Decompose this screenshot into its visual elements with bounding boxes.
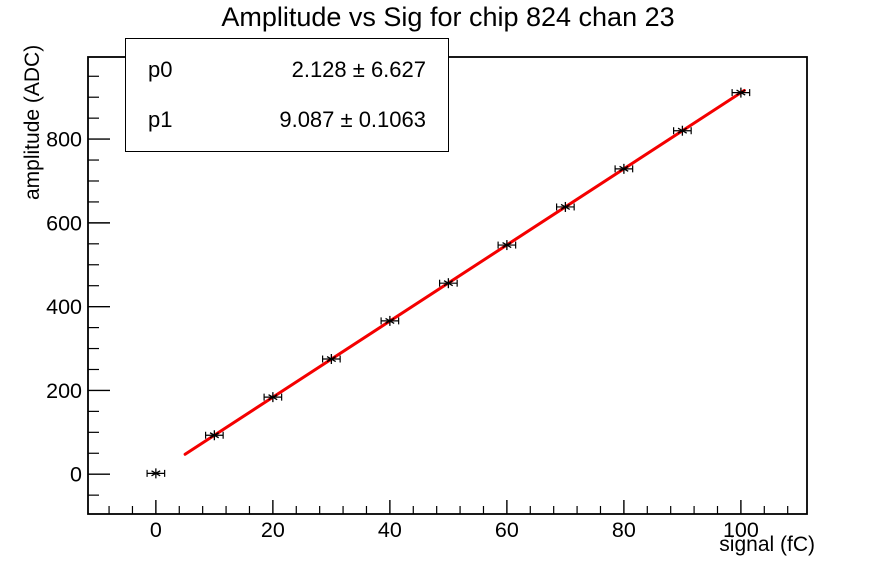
stats-row-p0: p0 2.128 ± 6.627 [148,57,426,83]
y-axis-tick-label: 600 [46,211,82,235]
marker-ray [326,355,337,363]
fit-param-value: 9.087 ± 0.1063 [279,107,426,132]
marker-ray [619,165,629,172]
data-point-marker [380,315,400,326]
y-axis-tick-label: 800 [46,128,82,152]
stats-row-p1: p1 9.087 ± 0.1063 [148,107,426,133]
x-axis-tick-label: 40 [378,518,402,542]
fit-line [183,88,746,456]
marker-ray [209,432,220,439]
marker-ray [560,203,571,211]
marker-ray [502,242,512,249]
x-axis-tick-label: 60 [495,518,519,542]
chart-title: Amplitude vs Sig for chip 824 chan 23 [221,2,675,32]
marker-ray [736,89,746,96]
stats-box: p0 2.128 ± 6.627 p1 9.087 ± 0.1063 [125,38,449,152]
data-point-marker [263,392,283,403]
fit-param-name: p1 [148,107,173,132]
data-point-marker [497,240,517,251]
y-axis-tick-label: 200 [46,379,82,403]
fit-param-value: 2.128 ± 6.627 [291,57,426,82]
y-axis-tick-label: 0 [70,463,82,487]
x-axis-tick-label: 80 [612,518,636,542]
x-axis-tick-label: 20 [261,518,285,542]
fit-param-name: p0 [148,57,173,82]
marker-ray [443,280,454,287]
data-point-marker [614,163,634,174]
data-point-marker [321,354,341,365]
data-point-marker [673,125,692,136]
data-point-marker [204,430,224,441]
marker-ray [385,317,395,324]
data-point-marker [439,278,458,289]
marker-ray [677,127,688,134]
x-axis-title: signal (fC) [719,533,815,556]
x-axis-tick-label: 0 [150,518,162,542]
marker-ray [268,394,278,401]
data-point-marker [731,87,751,98]
data-point-marker [556,201,575,212]
marker-ray [151,470,161,477]
x-axis-tick-label: 100 [723,518,759,542]
data-point-marker [146,468,166,479]
y-axis-tick-label: 400 [46,295,82,319]
y-axis-title: amplitude (ADC) [21,44,44,200]
